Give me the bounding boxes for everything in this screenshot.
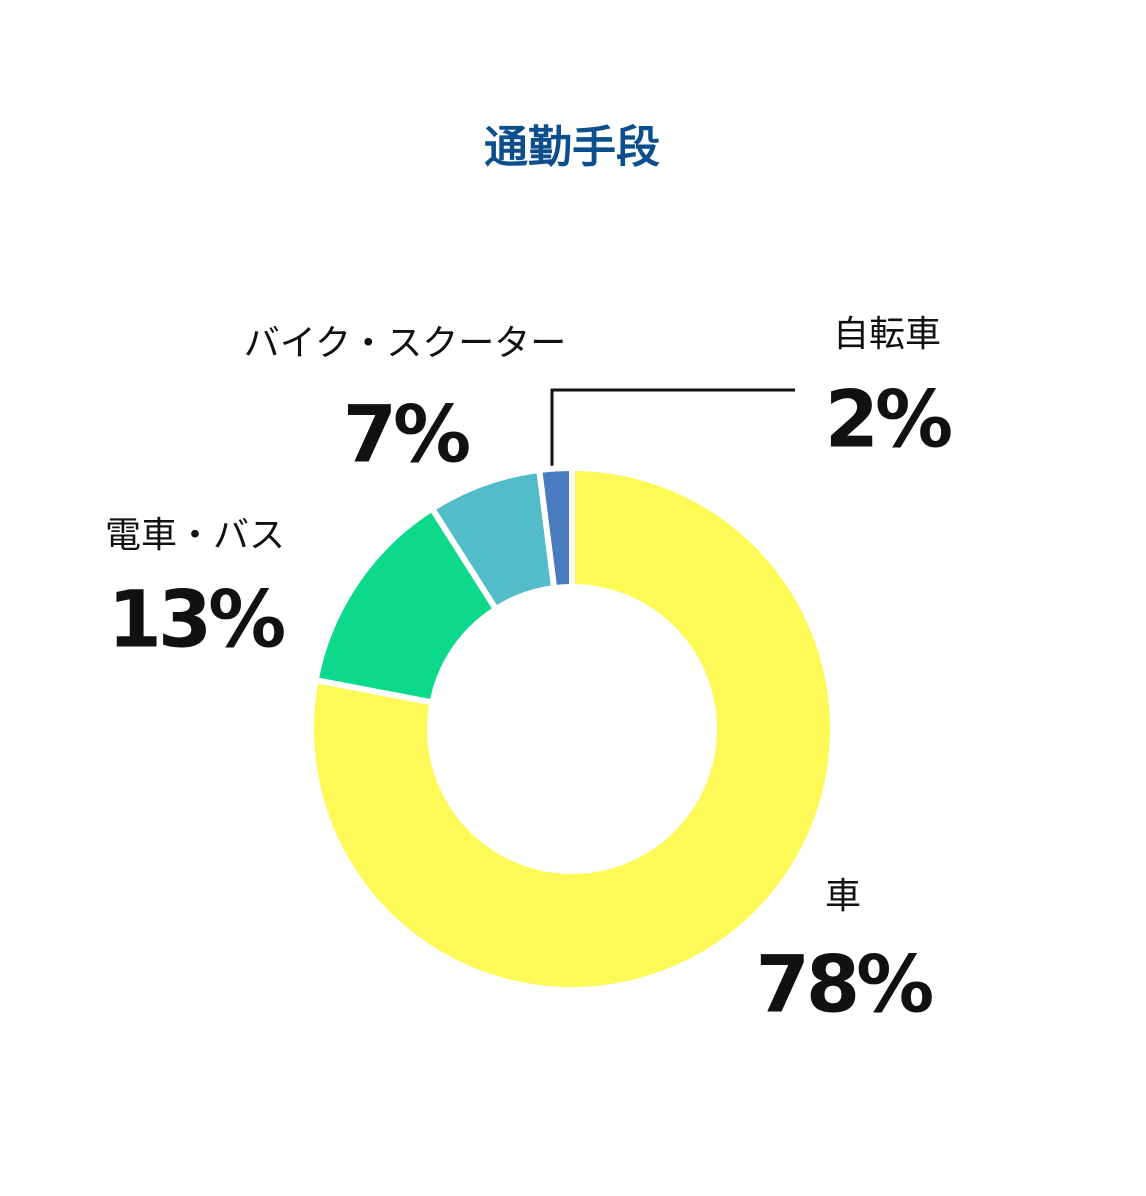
category-label: 自転車 bbox=[833, 314, 941, 355]
value-label: 2% bbox=[825, 375, 951, 465]
category-label: 電車・バス bbox=[105, 515, 285, 556]
value-label: 13% bbox=[108, 575, 285, 665]
chart-title: 通勤手段 bbox=[484, 122, 660, 173]
donut-slice bbox=[535, 464, 575, 592]
leader-line bbox=[550, 388, 795, 476]
value-label: 7% bbox=[343, 390, 469, 480]
donut-slice bbox=[308, 464, 836, 993]
category-label: バイク・スクーター bbox=[244, 323, 567, 364]
category-label: 車 bbox=[825, 876, 861, 917]
value-label: 78% bbox=[756, 940, 933, 1030]
